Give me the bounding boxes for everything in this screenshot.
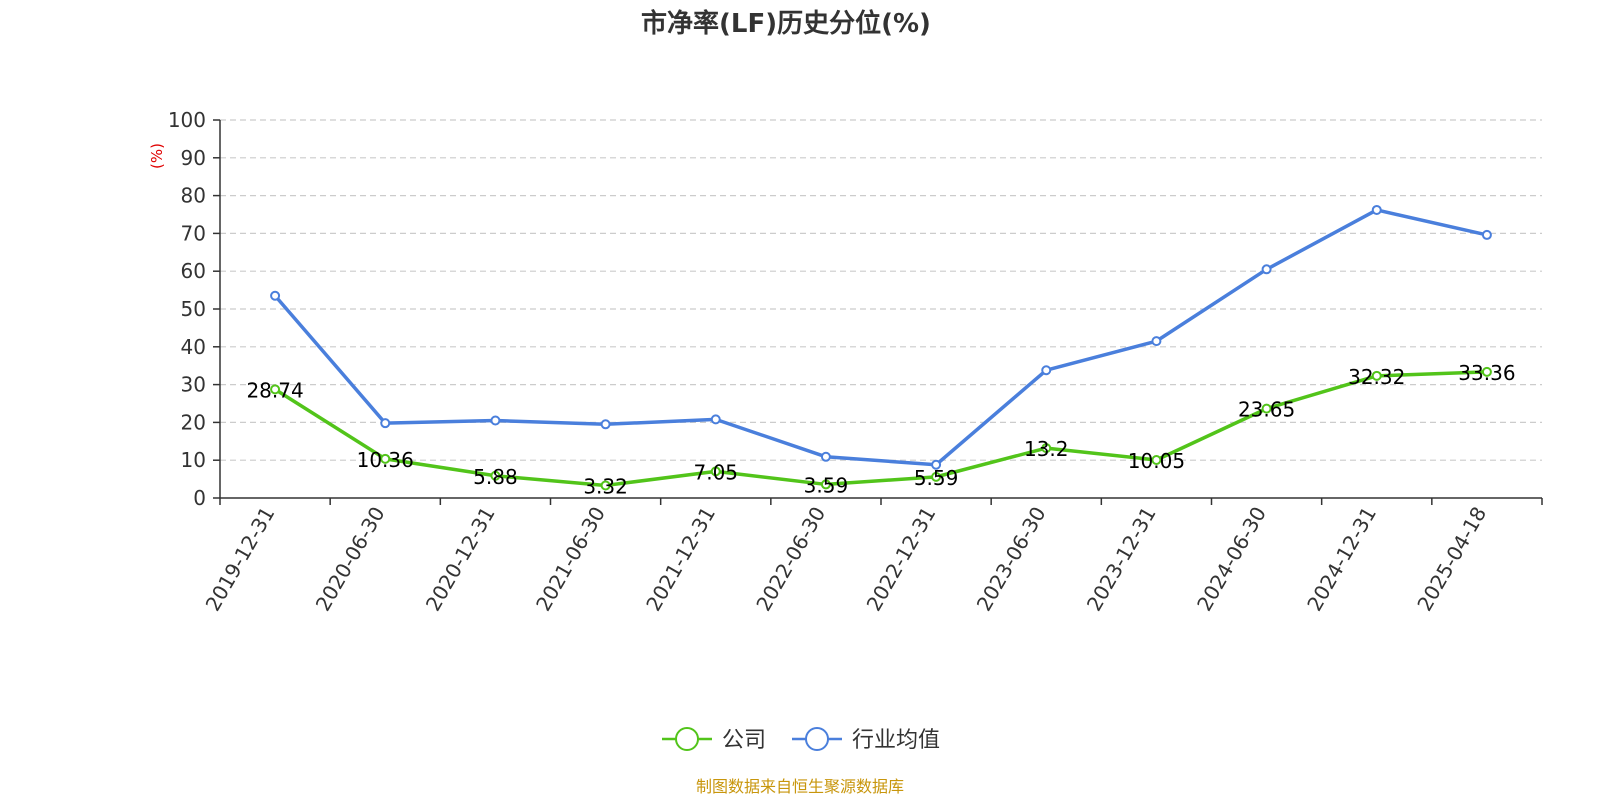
y-tick-label: 20	[181, 410, 206, 434]
series-line	[274, 370, 1487, 488]
y-tick-label: 80	[181, 184, 206, 208]
data-point	[380, 418, 391, 429]
data-point	[380, 453, 391, 464]
data-label: 28.74	[246, 378, 303, 402]
y-axis-tick-labels: 0 10 20 30 40 50 60 70 80 90 100	[168, 108, 206, 510]
data-point	[820, 451, 831, 462]
y-tick-label: 40	[181, 335, 206, 359]
x-tick-label: 2020-12-31	[421, 502, 500, 615]
legend-marker-icon	[675, 727, 699, 751]
legend-marker-icon	[805, 727, 829, 751]
x-tick-label: 2024-12-31	[1302, 503, 1381, 616]
y-tick-label: 30	[181, 373, 206, 397]
x-tick-label: 2023-06-30	[972, 503, 1051, 616]
data-label: 3.59	[804, 473, 849, 497]
data-point	[1041, 443, 1052, 454]
y-tick-label: 10	[181, 448, 206, 472]
axes	[219, 120, 1543, 505]
chart-title: 市净率(LF)历史分位(%)	[641, 8, 931, 39]
data-label: 10.05	[1128, 449, 1185, 473]
x-tick-label: 2019-12-31	[201, 503, 280, 616]
x-tick-label: 2020-06-30	[311, 503, 390, 616]
data-point	[490, 415, 501, 426]
data-point	[1261, 264, 1272, 275]
series-line	[273, 208, 1488, 467]
data-point	[1371, 370, 1382, 381]
data-point	[1481, 366, 1492, 377]
x-tick-label: 2025-04-18	[1412, 503, 1491, 616]
data-point	[1151, 336, 1162, 347]
data-point	[931, 471, 942, 482]
data-label: 3.32	[583, 474, 628, 498]
legend-label[interactable]: 公司	[722, 728, 766, 753]
data-point	[1261, 403, 1272, 414]
data-label: 32.32	[1348, 365, 1405, 389]
data-point	[270, 290, 281, 301]
y-tick-label: 50	[181, 297, 206, 321]
y-tick-label: 90	[181, 146, 206, 170]
data-point	[490, 470, 501, 481]
y-axis-unit: (%)	[148, 143, 166, 169]
data-point	[600, 419, 611, 430]
legend-label[interactable]: 行业均值	[852, 728, 940, 753]
data-point	[820, 479, 831, 490]
x-tick-label: 2024-06-30	[1192, 503, 1271, 616]
y-tick-label: 70	[181, 221, 206, 245]
data-point	[931, 459, 942, 470]
data-point	[1371, 204, 1382, 215]
data-point	[710, 414, 721, 425]
x-tick-label: 2022-12-31	[862, 502, 941, 615]
x-tick-label: 2022-06-30	[751, 503, 830, 616]
data-label: 10.36	[357, 448, 414, 472]
grid-lines	[213, 119, 1542, 499]
data-label: 5.88	[473, 465, 518, 489]
data-point	[1041, 365, 1052, 376]
series-lines	[270, 204, 1492, 491]
data-label: 7.05	[693, 460, 738, 484]
data-point	[710, 466, 721, 477]
data-label: 5.59	[914, 466, 959, 490]
y-tick-label: 100	[168, 108, 206, 132]
data-label: 33.36	[1458, 361, 1515, 385]
data-point	[270, 384, 281, 395]
y-tick-label: 0	[193, 486, 206, 510]
x-tick-label: 2021-06-30	[531, 503, 610, 616]
data-point	[600, 480, 611, 491]
source-note: 制图数据来自恒生聚源数据库	[696, 777, 904, 796]
y-tick-label: 60	[181, 259, 206, 283]
x-tick-label: 2023-12-31	[1082, 503, 1161, 616]
data-point	[1151, 455, 1162, 466]
data-labels: 28.74 10.36 5.88 3.32 7.05 3.59 5.59 13.2 10.05 2…	[246, 361, 1515, 499]
legend[interactable]: 公司 行业均值	[662, 727, 940, 753]
data-point	[1481, 229, 1492, 240]
data-label: 13.2	[1024, 437, 1069, 461]
data-label: 23.65	[1238, 398, 1295, 422]
x-tick-label: 2021-12-31	[641, 503, 720, 616]
x-axis-tick-labels: 2019-12-31 2020-06-30 2020-12-31 2021-06-30…	[201, 502, 1492, 615]
